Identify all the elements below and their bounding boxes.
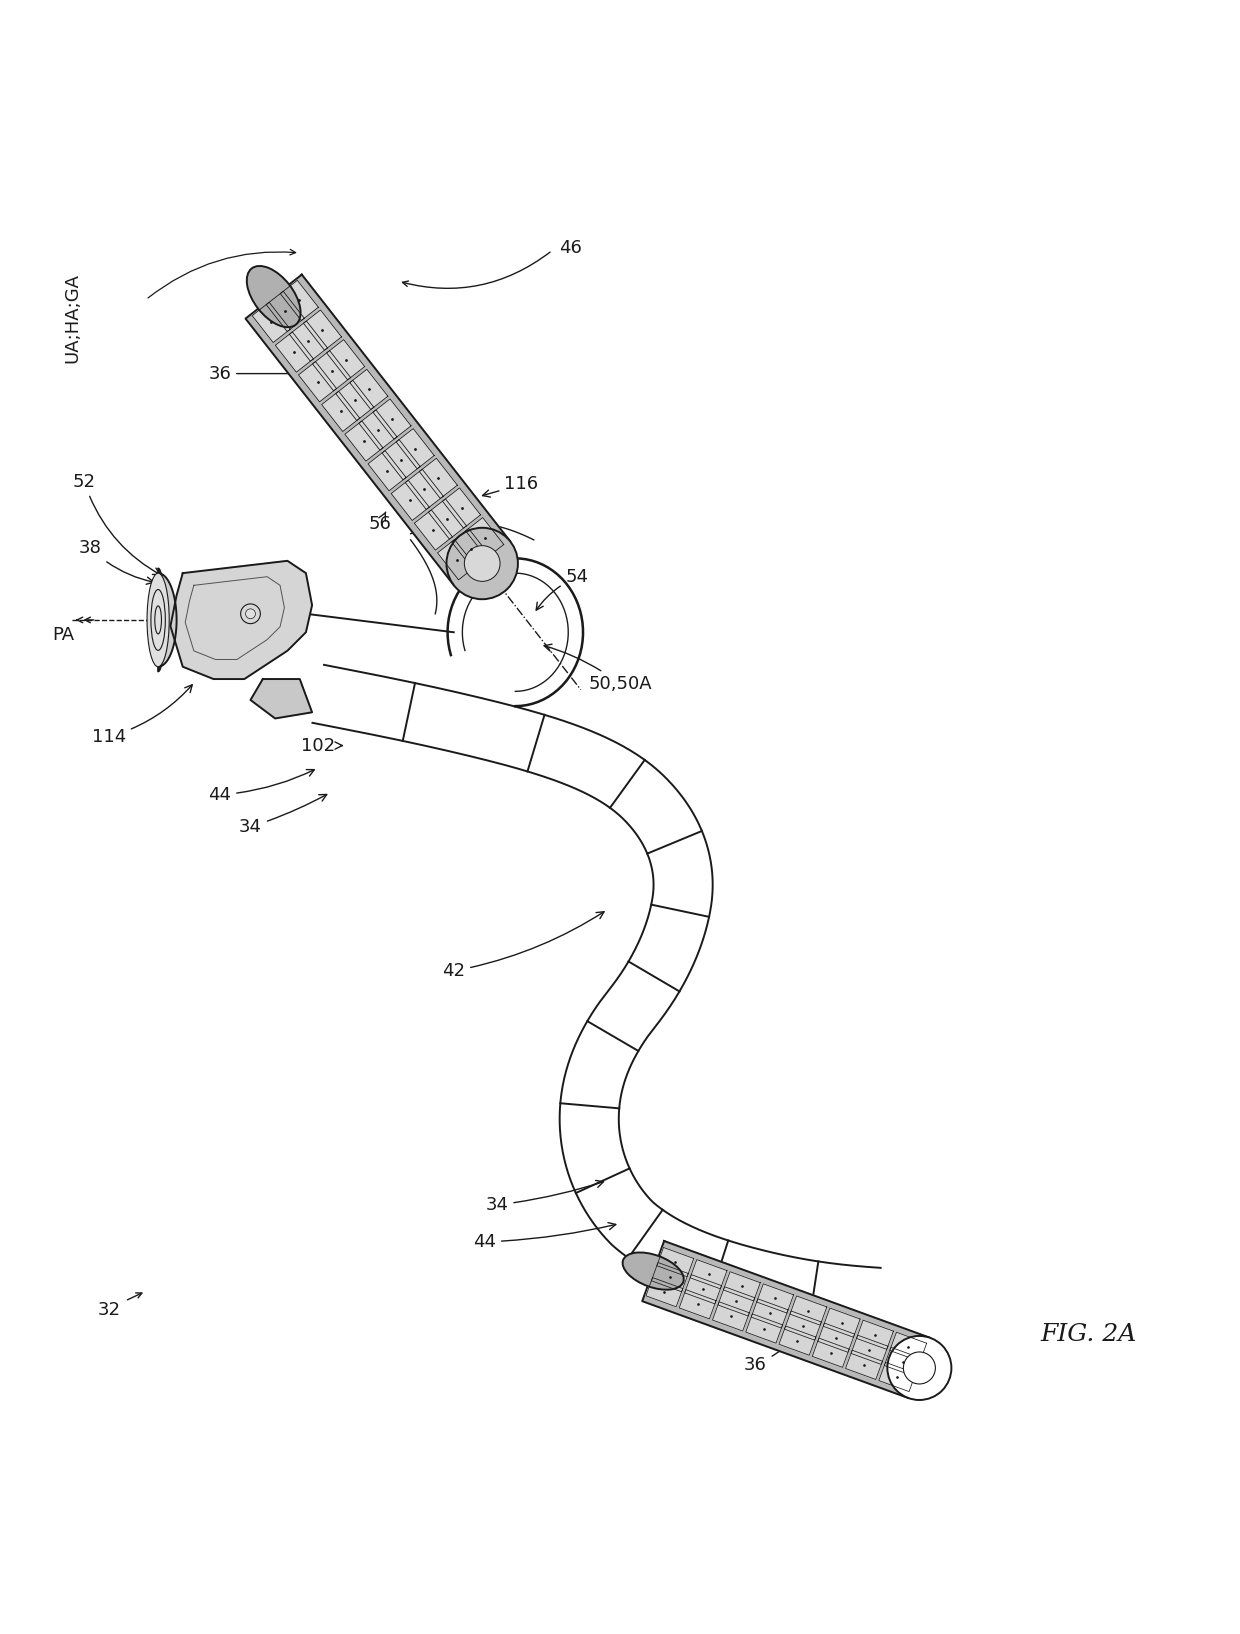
Polygon shape xyxy=(414,510,453,551)
Polygon shape xyxy=(790,1296,827,1325)
Text: FIG. 2A: FIG. 2A xyxy=(1040,1324,1136,1346)
Polygon shape xyxy=(312,665,880,1327)
Polygon shape xyxy=(684,1275,722,1304)
Text: 56: 56 xyxy=(368,511,392,533)
Polygon shape xyxy=(879,1363,915,1392)
Polygon shape xyxy=(846,1350,883,1379)
Polygon shape xyxy=(345,422,383,461)
Polygon shape xyxy=(246,275,511,585)
Polygon shape xyxy=(443,489,481,528)
Polygon shape xyxy=(396,428,434,469)
Text: 54: 54 xyxy=(536,569,589,609)
Polygon shape xyxy=(280,281,319,320)
Polygon shape xyxy=(373,399,412,440)
Circle shape xyxy=(446,528,518,600)
Text: 36: 36 xyxy=(208,364,314,382)
Polygon shape xyxy=(350,369,388,410)
Text: 50,50A: 50,50A xyxy=(544,644,652,693)
Text: 36: 36 xyxy=(744,1337,796,1374)
Polygon shape xyxy=(391,480,429,521)
Circle shape xyxy=(904,1351,935,1384)
Text: 38: 38 xyxy=(79,539,154,585)
Polygon shape xyxy=(884,1348,921,1376)
Circle shape xyxy=(464,546,500,582)
Polygon shape xyxy=(751,1299,789,1328)
Polygon shape xyxy=(405,469,444,510)
Polygon shape xyxy=(159,569,176,672)
Polygon shape xyxy=(312,351,351,391)
Polygon shape xyxy=(419,458,458,498)
Polygon shape xyxy=(326,340,365,379)
Polygon shape xyxy=(779,1327,816,1355)
Text: UA;HA;GA: UA;HA;GA xyxy=(63,273,81,363)
Polygon shape xyxy=(170,560,312,680)
Polygon shape xyxy=(299,361,336,402)
Polygon shape xyxy=(823,1307,861,1337)
Text: 34: 34 xyxy=(485,1180,604,1214)
Text: 46: 46 xyxy=(559,239,582,257)
Polygon shape xyxy=(267,291,304,332)
Polygon shape xyxy=(642,1240,930,1399)
Polygon shape xyxy=(691,1260,727,1289)
Text: 102: 102 xyxy=(301,737,342,755)
Polygon shape xyxy=(680,1289,715,1319)
Circle shape xyxy=(246,609,255,619)
Polygon shape xyxy=(438,539,476,580)
Polygon shape xyxy=(817,1324,854,1353)
Polygon shape xyxy=(745,1314,782,1343)
Polygon shape xyxy=(250,680,312,719)
Polygon shape xyxy=(646,1278,683,1307)
Polygon shape xyxy=(368,451,405,490)
Ellipse shape xyxy=(151,590,165,650)
Circle shape xyxy=(241,605,260,624)
Polygon shape xyxy=(812,1338,849,1368)
Polygon shape xyxy=(890,1332,926,1361)
Polygon shape xyxy=(723,1271,760,1301)
Polygon shape xyxy=(336,381,373,420)
Polygon shape xyxy=(451,528,490,569)
Polygon shape xyxy=(252,302,290,343)
Polygon shape xyxy=(321,391,360,431)
Text: 44: 44 xyxy=(208,770,315,804)
Text: 34: 34 xyxy=(239,794,327,837)
Polygon shape xyxy=(851,1335,888,1364)
Polygon shape xyxy=(857,1320,893,1350)
Polygon shape xyxy=(657,1247,693,1276)
Text: 32: 32 xyxy=(98,1301,120,1319)
Polygon shape xyxy=(289,320,327,361)
Ellipse shape xyxy=(155,606,161,634)
Polygon shape xyxy=(466,518,503,557)
Polygon shape xyxy=(382,440,420,480)
Polygon shape xyxy=(785,1310,821,1340)
Text: 116: 116 xyxy=(482,475,538,497)
Text: 44: 44 xyxy=(472,1222,616,1252)
Ellipse shape xyxy=(148,574,169,667)
Text: PA: PA xyxy=(52,626,74,644)
Ellipse shape xyxy=(247,266,300,327)
Polygon shape xyxy=(358,410,397,451)
Polygon shape xyxy=(428,498,466,539)
Polygon shape xyxy=(713,1302,749,1332)
Polygon shape xyxy=(304,310,341,350)
Polygon shape xyxy=(718,1286,755,1315)
Text: 42: 42 xyxy=(443,912,604,980)
Polygon shape xyxy=(651,1263,688,1292)
Text: 114: 114 xyxy=(92,685,192,747)
Circle shape xyxy=(888,1337,951,1400)
Ellipse shape xyxy=(622,1253,683,1289)
Text: 48: 48 xyxy=(227,569,272,588)
Polygon shape xyxy=(275,332,314,373)
Text: 52: 52 xyxy=(73,472,160,575)
Polygon shape xyxy=(756,1284,794,1314)
